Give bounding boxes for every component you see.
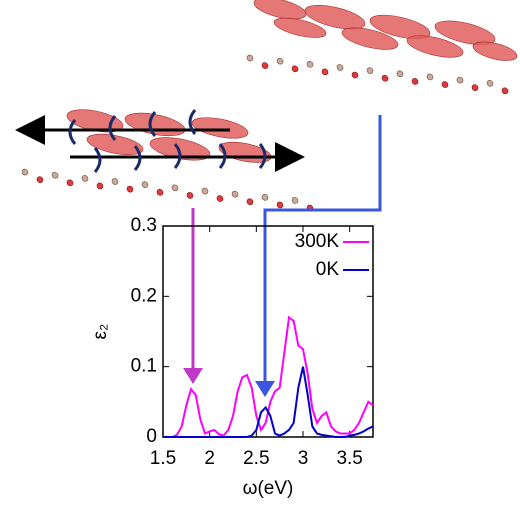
plot-frame bbox=[162, 225, 374, 438]
molecule-image-right bbox=[246, 0, 518, 95]
x-axis-label: ω(eV) bbox=[243, 478, 294, 499]
series-line bbox=[163, 366, 374, 438]
y-tick-label: 0.2 bbox=[131, 285, 157, 306]
x-tick-label: 3.5 bbox=[336, 448, 362, 469]
x-tick-label: 2 bbox=[204, 448, 215, 469]
y-axis-label: ε₂ bbox=[90, 324, 111, 340]
arrow-0k bbox=[263, 115, 382, 383]
arrowhead-300k bbox=[183, 368, 203, 384]
y-tick-label: 0.1 bbox=[131, 356, 157, 377]
x-tick-label: 2.5 bbox=[243, 448, 269, 469]
x-tick-label: 1.5 bbox=[150, 448, 176, 469]
y-tick-label: 0 bbox=[146, 426, 157, 447]
y-tick-label: 0.3 bbox=[131, 215, 157, 236]
molecule-image-left bbox=[14, 109, 314, 212]
plot: 0 0.1 0.2 0.3 1.5 2 2.5 3 3.5 ω(eV) ε₂ 300K 0K bbox=[90, 215, 374, 499]
legend-label: 0K bbox=[316, 259, 340, 280]
x-tick-label: 3 bbox=[298, 448, 309, 469]
arrowhead-0k bbox=[255, 381, 275, 397]
legend-label: 300K bbox=[295, 231, 340, 252]
